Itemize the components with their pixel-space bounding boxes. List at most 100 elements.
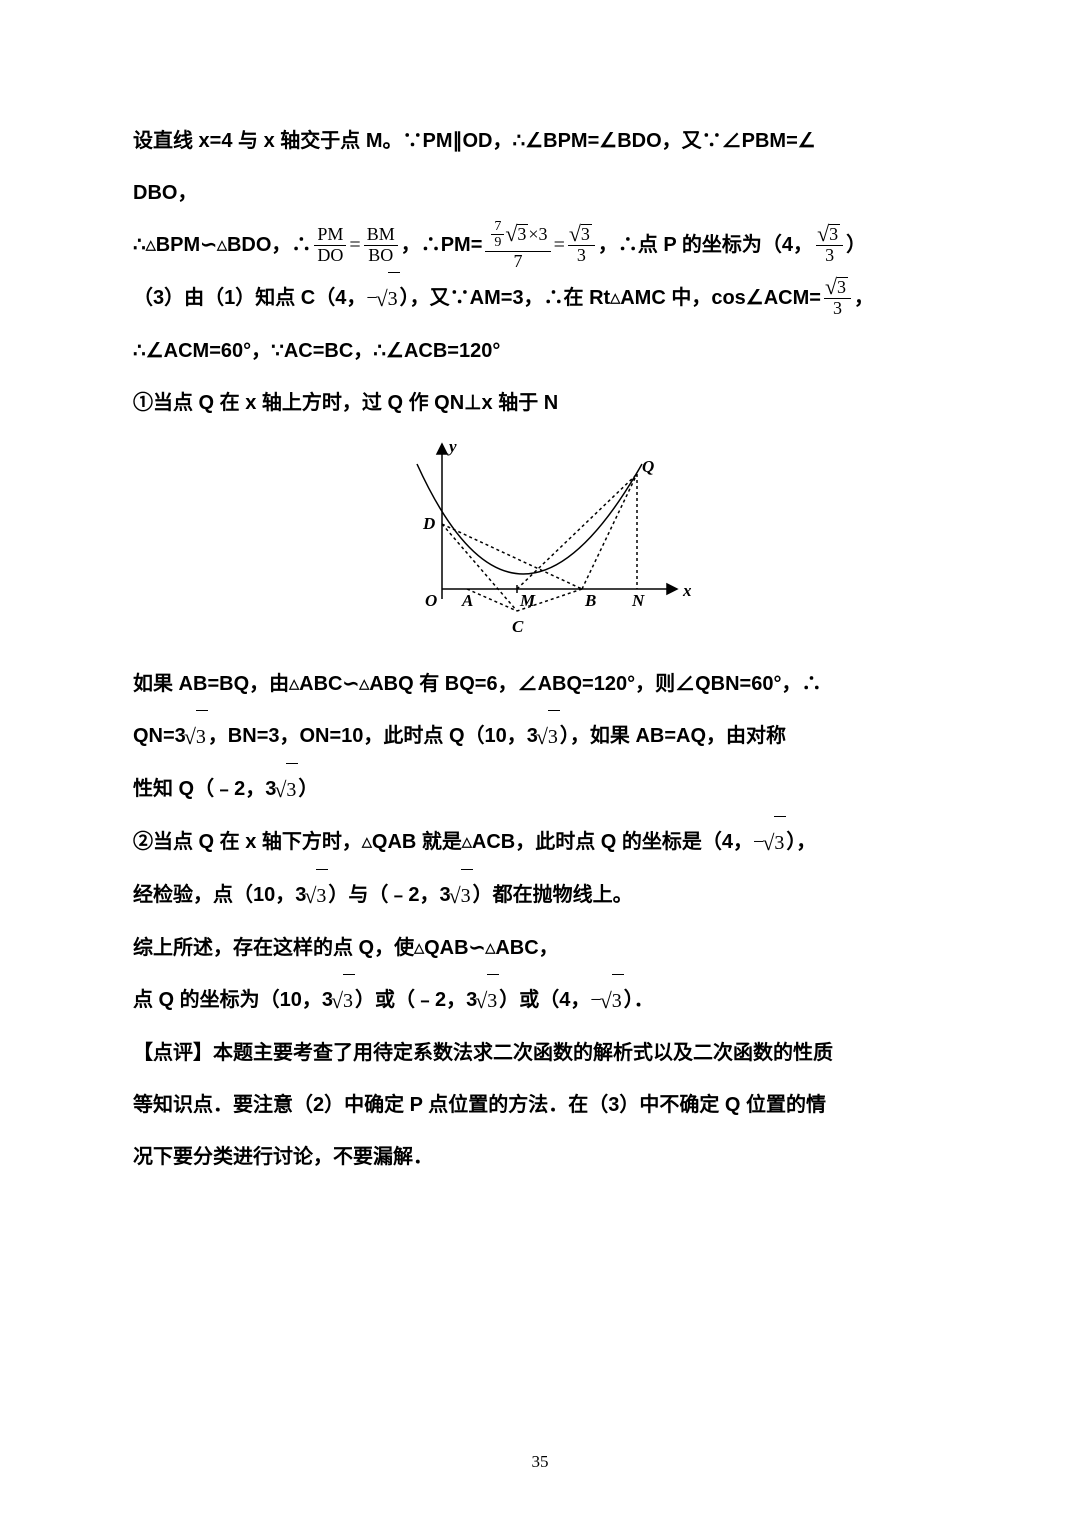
txt: ），又∵AM=3，∴在 Rt [400, 272, 611, 324]
fraction: 3 3 [816, 224, 843, 266]
numer: 3 [824, 277, 851, 299]
txt: AMC 中，cos∠ACM= [620, 272, 821, 324]
label-B: B [584, 591, 596, 610]
sqrt-icon: 3 [581, 224, 592, 245]
fraction: 3 3 [824, 277, 851, 319]
txt: ABC [299, 658, 342, 710]
line-4: ∴∠ACM=60°，∵AC=BC，∴∠ACB=120° [133, 325, 950, 377]
numer: PM [314, 225, 346, 246]
fraction: PM DO [314, 225, 346, 266]
triangle-icon: △ [359, 667, 369, 701]
denom: 3 [822, 246, 837, 266]
n: 7 [491, 219, 504, 235]
txt: ②当点 Q 在 x 轴下方时， [133, 816, 362, 868]
txt: （3）由（1）知点 C（4， [133, 272, 366, 324]
label-x: x [682, 581, 692, 600]
txt: ，∴PM= [401, 219, 483, 271]
line-13: 【点评】本题主要考查了用待定系数法求二次函数的解析式以及二次函数的性质 [133, 1027, 950, 1079]
line-7: QN=3 3 ，BN=3，ON=10，此时点 Q（10，3 3 ），如果 AB=… [133, 710, 950, 763]
triangle-icon: △ [610, 281, 620, 315]
fraction: 3 3 [568, 224, 595, 266]
label-N: N [631, 591, 645, 610]
sqrt-icon: 3 [548, 710, 560, 763]
sqrt-icon: 3 [286, 763, 298, 816]
sqrt-icon: 3 [517, 224, 528, 245]
page-number: 35 [0, 1452, 1080, 1472]
line-14: 等知识点．要注意（2）中确定 P 点位置的方法．在（3）中不确定 Q 位置的情 [133, 1079, 950, 1131]
txt: ，∴点 P 的坐标为（4， [598, 219, 813, 271]
parabola-curve [417, 464, 642, 574]
line-1a: 设直线 x=4 与 x 轴交于点 M。∵PM∥OD，∴∠BPM=∠BDO，又∵∠… [133, 115, 950, 167]
dashed-line [442, 524, 582, 589]
numer: 7 9 3 ×3 [485, 219, 550, 252]
txt: ， [854, 272, 874, 324]
similar-icon: ∽ [342, 658, 359, 710]
txt: ）与（﹣2，3 [328, 869, 450, 921]
denom: 3 [574, 246, 589, 266]
sqrt-icon: 3 [487, 974, 499, 1027]
triangle-icon: △ [414, 931, 424, 965]
txt: BPM [156, 219, 200, 271]
d: 9 [491, 235, 504, 250]
denom: 3 [830, 299, 845, 319]
dashed-line [582, 474, 637, 589]
txt: ∴ [133, 219, 146, 271]
txt: ABC， [495, 922, 558, 974]
txt: 点 Q 的坐标为（10，3 [133, 974, 333, 1026]
txt: QAB [424, 922, 468, 974]
similar-icon: ∽ [469, 922, 486, 974]
line-5: ①当点 Q 在 x 轴上方时，过 Q 作 QN⊥x 轴于 N [133, 377, 950, 429]
label-O: O [425, 591, 437, 610]
txt: 综上所述，存在这样的点 Q，使 [133, 922, 414, 974]
line-1b: DBO， [133, 167, 950, 219]
numer: 3 [568, 224, 595, 246]
denom: BO [365, 246, 396, 266]
numer: 3 [816, 224, 843, 246]
diagram-svg: y x D O A M B N C Q [387, 434, 697, 644]
txt: ACB，此时点 Q 的坐标是（4， [472, 816, 753, 868]
txt: 经检验，点（10，3 [133, 869, 306, 921]
labels: y x D O A M B N C Q [422, 437, 692, 636]
txt: ）或（﹣2，3 [355, 974, 477, 1026]
fraction: BM BO [364, 225, 398, 266]
sqrt-icon: 3 [829, 224, 840, 245]
txt: ）， [786, 816, 816, 868]
dashed-line [517, 474, 637, 589]
txt: 如果 AB=BQ，由 [133, 658, 289, 710]
txt: BDO，∴ [227, 219, 311, 271]
denom: DO [314, 246, 346, 266]
fraction: 7 9 3 ×3 7 [485, 219, 550, 272]
line-3: （3）由（1）知点 C（4， − 3 ），又∵AM=3，∴在 Rt △ AMC … [133, 272, 950, 325]
txt: ），如果 AB=AQ，由对称 [560, 710, 786, 762]
similar-icon: ∽ [200, 219, 217, 271]
line-10: 经检验，点（10，3 3 ）与（﹣2，3 3 ）都在抛物线上。 [133, 869, 950, 922]
equals-icon: = [554, 219, 565, 271]
line-2: ∴ △ BPM ∽ △ BDO，∴ PM DO = BM BO ，∴PM= 7 [133, 219, 950, 272]
txt: ）都在抛物线上。 [473, 869, 633, 921]
sqrt-icon: 3 [774, 816, 786, 869]
triangle-icon: △ [289, 667, 299, 701]
line-6: 如果 AB=BQ，由 △ ABC ∽ △ ABQ 有 BQ=6，∠ABQ=120… [133, 658, 950, 710]
txt: ） [846, 219, 866, 271]
content-body: 设直线 x=4 与 x 轴交于点 M。∵PM∥OD，∴∠BPM=∠BDO，又∵∠… [133, 115, 950, 1183]
label-C: C [512, 617, 524, 636]
times: ×3 [528, 225, 547, 245]
triangle-icon: △ [146, 228, 156, 262]
txt: 性知 Q（﹣2，3 [133, 763, 276, 815]
txt: QAB 就是 [372, 816, 462, 868]
equals-icon: = [349, 219, 360, 271]
txt: ）． [624, 974, 654, 1026]
triangle-icon: △ [462, 825, 472, 859]
line-12: 点 Q 的坐标为（10，3 3 ）或（﹣2，3 3 ）或（4， − 3 ）． [133, 974, 950, 1027]
dashed-line [467, 589, 517, 611]
line-11: 综上所述，存在这样的点 Q，使 △ QAB ∽ △ ABC， [133, 922, 950, 974]
sqrt-icon: 3 [388, 272, 400, 325]
label-y: y [447, 437, 457, 456]
sqrt-icon: 3 [196, 710, 208, 763]
triangle-icon: △ [362, 825, 372, 859]
sqrt-icon: 3 [612, 974, 624, 1027]
txt: ABQ 有 BQ=6，∠ABQ=120°，则∠QBN=60°，∴ [369, 658, 821, 710]
line-9: ②当点 Q 在 x 轴下方时， △ QAB 就是 △ ACB，此时点 Q 的坐标… [133, 816, 950, 869]
txt: ，BN=3，ON=10，此时点 Q（10，3 [208, 710, 538, 762]
sqrt-icon: 3 [837, 277, 848, 298]
